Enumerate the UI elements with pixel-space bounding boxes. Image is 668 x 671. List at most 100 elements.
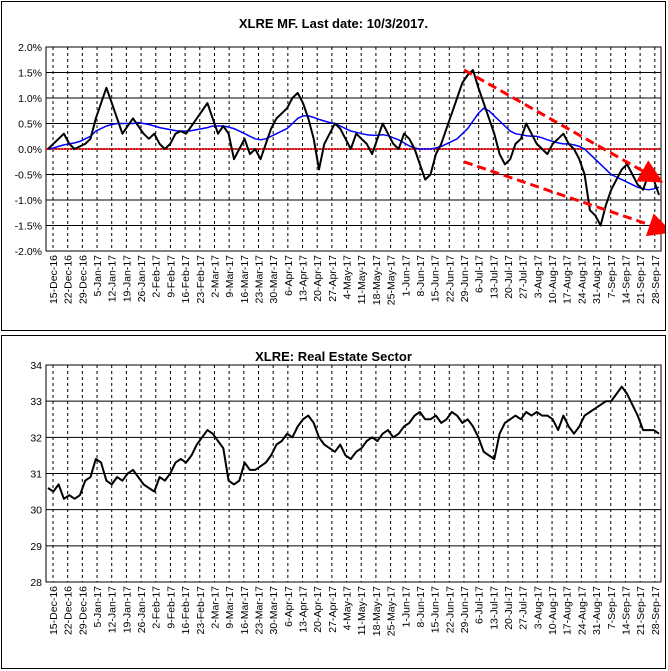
price-x-tick-label: 25-May-17 (386, 586, 398, 636)
price-chart-title: XLRE: Real Estate Sector (255, 349, 412, 364)
price-x-tick-label: 12-Jan-17 (107, 586, 119, 633)
mf-x-tick-label: 10-Aug-17 (547, 255, 559, 304)
mf-x-tick-label: 8-Jun-17 (415, 255, 427, 297)
mf-y-tick-label: 2.0% (18, 42, 42, 54)
mf-x-tick-label: 6-Jul-17 (474, 255, 486, 293)
mf-x-tick-label: 13-Apr-17 (298, 255, 310, 302)
mf-x-tick-label: 9-Mar-17 (224, 255, 236, 298)
mf-x-tick-label: 23-Mar-17 (253, 255, 265, 304)
mf-x-tick-label: 17-Aug-17 (562, 255, 574, 304)
mf-x-tick-label: 2-Feb-17 (151, 255, 163, 298)
mf-series-line-1 (47, 107, 660, 191)
price-x-tick-label: 29-Dec-16 (77, 586, 89, 635)
price-x-tick-label: 18-May-17 (371, 586, 383, 636)
mf-chart-title: XLRE MF. Last date: 10/3/2017. (238, 16, 429, 31)
price-x-tick-label: 26-Jan-17 (136, 586, 148, 633)
price-x-tick-label: 19-Jan-17 (121, 586, 133, 633)
price-x-tick-label: 17-Aug-17 (562, 586, 574, 635)
trend-channel-arrow (463, 68, 664, 183)
mf-x-tick-label: 11-May-17 (356, 255, 368, 305)
price-x-tick-label: 14-Sep-17 (620, 586, 632, 635)
price-chart-panel: XLRE: Real Estate Sector 34 33 32 31 30 29 28 1… (1, 335, 666, 669)
price-x-tick-label: 23-Feb-17 (195, 586, 207, 635)
mf-y-tick-label: -1.5% (15, 221, 42, 233)
price-x-tick-label: 2-Mar-17 (209, 586, 221, 629)
mf-series-line-0 (47, 69, 660, 227)
mf-y-tick-label: 1.5% (18, 68, 42, 80)
mf-chart-panel: XLRE MF. Last date: 10/3/2017. 2.0% 1.5% 1… (1, 1, 666, 331)
mf-x-tick-label: 5-Jan-17 (92, 255, 104, 297)
mf-x-tick-label: 16-Feb-17 (180, 255, 192, 304)
mf-x-tick-label: 3-Aug-17 (532, 255, 544, 298)
price-chart: 34 33 32 31 30 29 28 15-Dec-16 22-Dec-16 29-Dec-1… (30, 360, 662, 636)
price-x-tick-label: 30-Mar-17 (268, 586, 280, 635)
mf-x-tick-label: 1-Jun-17 (400, 255, 412, 297)
mf-x-tick-label: 15-Jun-17 (430, 255, 442, 302)
price-x-tick-label: 5-Jan-17 (92, 586, 104, 628)
price-y-tick-label: 33 (30, 396, 42, 408)
mf-x-tick-label: 27-Apr-17 (327, 255, 339, 302)
mf-x-tick-label: 16-Mar-17 (239, 255, 251, 304)
price-x-tick-label: 7-Sep-17 (606, 586, 618, 629)
mf-x-tick-label: 23-Feb-17 (195, 255, 207, 304)
price-x-tick-label: 28-Sep-17 (650, 586, 662, 635)
price-y-tick-label: 28 (30, 577, 42, 589)
mf-y-tick-label: -0.5% (15, 170, 42, 182)
price-y-tick-label: 29 (30, 541, 42, 553)
mf-x-tick-label: 25-May-17 (386, 255, 398, 305)
price-x-tick-label: 2-Feb-17 (151, 586, 163, 629)
price-x-tick-label: 15-Dec-16 (48, 586, 60, 635)
mf-x-tick-label: 6-Apr-17 (283, 255, 295, 296)
price-x-tick-label: 22-Jun-17 (444, 586, 456, 633)
mf-x-tick-label: 31-Aug-17 (591, 255, 603, 304)
price-x-tick-label: 11-May-17 (356, 586, 368, 636)
price-x-tick-label: 29-Jun-17 (459, 586, 471, 633)
mf-y-tick-label: 0.5% (18, 119, 42, 131)
trend-channel-arrow (463, 160, 665, 237)
price-x-tick-label: 10-Aug-17 (547, 586, 559, 635)
mf-x-tick-label: 29-Jun-17 (459, 255, 471, 302)
mf-x-tick-label: 12-Jan-17 (107, 255, 119, 302)
price-x-tick-label: 6-Jul-17 (474, 586, 486, 624)
price-x-tick-label: 16-Mar-17 (239, 586, 251, 635)
price-x-tick-label: 24-Aug-17 (576, 586, 588, 635)
price-x-tick-label: 1-Jun-17 (400, 586, 412, 628)
mf-x-tick-label: 26-Jan-17 (136, 255, 148, 302)
mf-x-tick-label: 4-May-17 (342, 255, 354, 300)
price-x-tick-label: 21-Sep-17 (635, 586, 647, 635)
mf-y-tick-label: -1.0% (15, 195, 42, 207)
price-x-tick-label: 3-Aug-17 (532, 586, 544, 629)
price-x-tick-label: 6-Apr-17 (283, 586, 295, 627)
mf-y-tick-label: 0.0% (18, 144, 42, 156)
price-x-tick-label: 9-Mar-17 (224, 586, 236, 629)
price-y-tick-label: 31 (30, 469, 42, 481)
mf-x-tick-label: 29-Dec-16 (77, 255, 89, 304)
mf-x-tick-label: 9-Feb-17 (165, 255, 177, 298)
price-x-tick-label: 27-Apr-17 (327, 586, 339, 633)
price-x-tick-label: 4-May-17 (342, 586, 354, 631)
price-x-tick-label: 20-Jul-17 (503, 586, 515, 630)
mf-x-tick-label: 19-Jan-17 (121, 255, 133, 302)
price-x-tick-label: 9-Feb-17 (165, 586, 177, 629)
mf-chart: 2.0% 1.5% 1.0% 0.5% 0.0% -0.5% -1.0% -1.5% -2.0%… (15, 42, 665, 305)
mf-x-tick-label: 27-Jul-17 (518, 255, 530, 299)
price-x-tick-label: 20-Apr-17 (312, 586, 324, 633)
price-x-tick-label: 23-Mar-17 (253, 586, 265, 635)
mf-x-tick-label: 22-Jun-17 (444, 255, 456, 302)
price-x-tick-label: 16-Feb-17 (180, 586, 192, 635)
mf-y-tick-label: 1.0% (18, 93, 42, 105)
price-series-line-0 (47, 385, 660, 500)
mf-x-tick-label: 30-Mar-17 (268, 255, 280, 304)
price-y-tick-label: 34 (30, 360, 42, 372)
mf-x-tick-label: 15-Dec-16 (48, 255, 60, 304)
mf-x-tick-label: 7-Sep-17 (606, 255, 618, 298)
price-x-tick-label: 31-Aug-17 (591, 586, 603, 635)
mf-y-tick-label: -2.0% (15, 246, 42, 258)
price-x-tick-label: 13-Jul-17 (488, 586, 500, 630)
mf-x-tick-label: 21-Sep-17 (635, 255, 647, 304)
mf-x-tick-label: 28-Sep-17 (650, 255, 662, 304)
mf-x-tick-label: 2-Mar-17 (209, 255, 221, 298)
mf-x-tick-label: 14-Sep-17 (620, 255, 632, 304)
mf-x-tick-label: 20-Apr-17 (312, 255, 324, 302)
price-x-tick-label: 15-Jun-17 (430, 586, 442, 633)
